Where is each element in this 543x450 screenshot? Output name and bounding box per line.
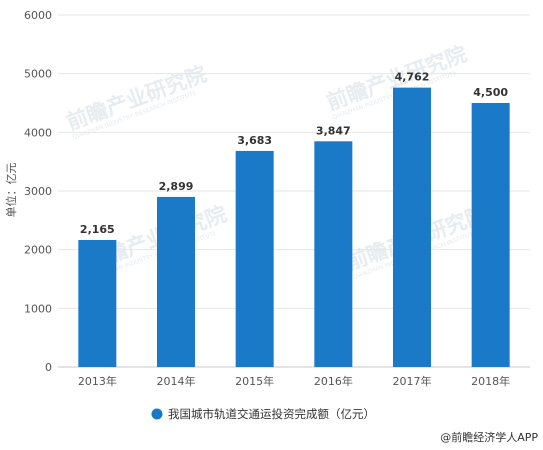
x-tick-label: 2018年 xyxy=(471,374,510,388)
y-tick-label: 3000 xyxy=(24,185,52,198)
bar xyxy=(314,141,353,367)
y-tick-label: 4000 xyxy=(24,126,52,139)
y-tick-label: 6000 xyxy=(24,9,52,22)
legend-label: 我国城市轨道交通运投资完成额（亿元） xyxy=(168,407,375,421)
y-tick-label: 2000 xyxy=(24,244,52,257)
bar xyxy=(393,87,431,367)
legend-marker xyxy=(151,408,163,420)
gridlines xyxy=(58,14,530,309)
data-labels: 2,165 2,899 3,683 3,847 4,762 4,500 xyxy=(80,71,508,236)
y-axis-ticks: 0 1000 2000 3000 4000 5000 6000 xyxy=(24,9,52,374)
bar xyxy=(471,103,510,367)
x-tick-label: 2013年 xyxy=(78,374,117,388)
y-axis-label: 单位：亿元 xyxy=(4,163,18,218)
x-tick-label: 2014年 xyxy=(157,374,196,388)
data-label: 4,500 xyxy=(473,86,508,99)
data-label: 2,165 xyxy=(80,223,115,236)
x-tick-label: 2016年 xyxy=(314,374,353,388)
bars xyxy=(78,87,510,367)
data-label: 4,762 xyxy=(395,71,430,84)
data-label: 2,899 xyxy=(159,180,194,193)
data-label: 3,847 xyxy=(316,124,351,137)
x-tick-label: 2017年 xyxy=(393,374,432,388)
y-tick-label: 1000 xyxy=(24,302,52,315)
bar xyxy=(235,150,274,367)
source-credit: @前瞻经济学人APP xyxy=(440,430,538,444)
x-axis-ticks: 2013年 2014年 2015年 2016年 2017年 2018年 xyxy=(78,374,510,388)
bar xyxy=(78,239,117,367)
data-label: 3,683 xyxy=(237,134,272,147)
legend[interactable]: 我国城市轨道交通运投资完成额（亿元） xyxy=(151,407,376,421)
y-tick-label: 0 xyxy=(45,361,52,374)
bar xyxy=(157,196,195,367)
x-tick-label: 2015年 xyxy=(235,374,274,388)
y-tick-label: 5000 xyxy=(24,68,52,81)
